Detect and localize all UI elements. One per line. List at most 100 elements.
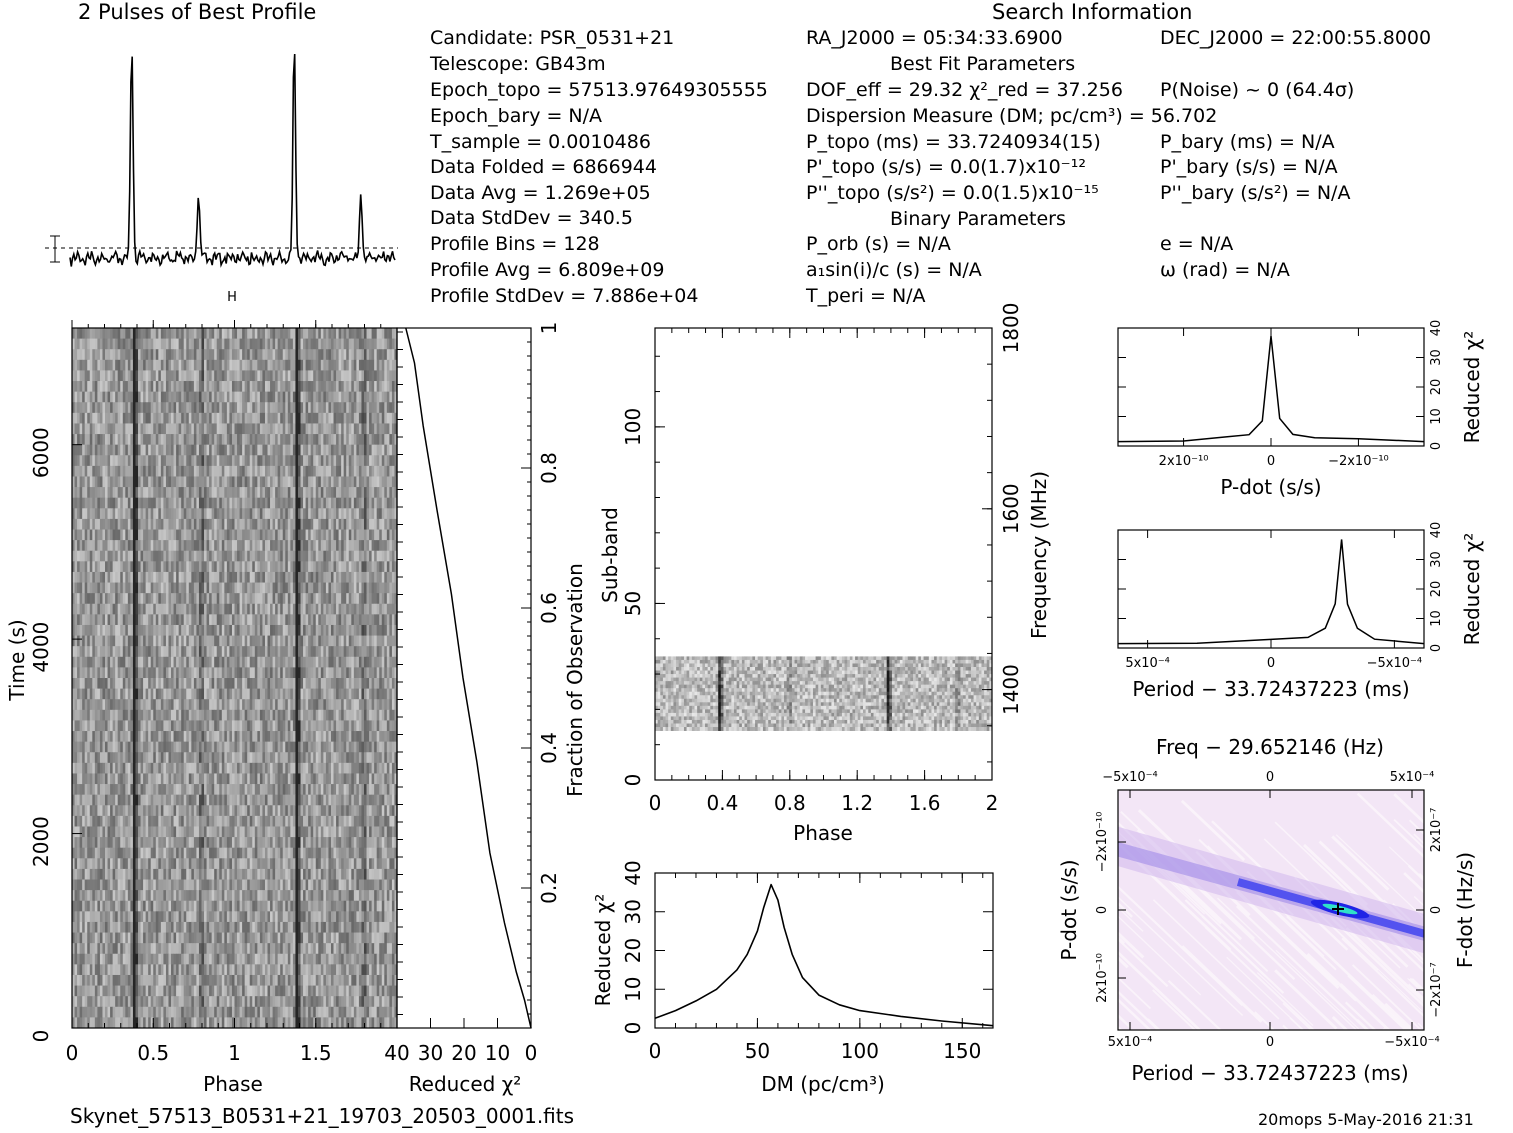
- col1-line: Profile Bins = 128: [430, 233, 600, 255]
- col3-line: P_bary (ms) = N/A: [1160, 131, 1335, 153]
- col2-line: P'_topo (s/s) = 0.0(1.7)x10⁻¹²: [806, 156, 1086, 178]
- y-axis-label: Fraction of Observation: [563, 563, 587, 797]
- x-tick-label: 0.4: [706, 791, 738, 815]
- x-tick-label: 2x10⁻¹⁰: [1159, 454, 1209, 469]
- col2-line: T_peri = N/A: [806, 285, 926, 307]
- x-axis-label: Reduced χ²: [409, 1072, 522, 1096]
- x-tick-label: 40: [384, 1041, 409, 1065]
- y-axis-label: Reduced χ²: [1460, 533, 1484, 646]
- col1-line: Telescope: GB43m: [430, 53, 606, 75]
- col2-line: a₁sin(i)/c (s) = N/A: [806, 259, 982, 281]
- col1-line: Epoch_topo = 57513.97649305555: [430, 79, 768, 101]
- x-axis-label: Period − 33.72437223 (ms): [1131, 1061, 1408, 1085]
- profile-title: 2 Pulses of Best Profile: [78, 0, 317, 24]
- y-axis-label: Reduced χ²: [1460, 331, 1484, 444]
- col3-line: e = N/A: [1160, 233, 1234, 255]
- x-tick-label: −5x10⁻⁴: [1367, 656, 1422, 671]
- x2-tick-label: 5x10⁻⁴: [1390, 770, 1435, 785]
- y-tick-label: 0: [29, 1030, 53, 1043]
- dm-line: [654, 883, 994, 1027]
- chi2-line: [405, 327, 532, 1029]
- x-tick-label: 50: [745, 1039, 770, 1063]
- y-tick-label: 20: [1429, 581, 1444, 598]
- y-tick-label: 30: [621, 899, 645, 924]
- y-tick-label: 0: [1429, 442, 1444, 450]
- col1-line: Data Avg = 1.269e+05: [430, 182, 651, 204]
- x2-tick-label: −5x10⁻⁴: [1102, 770, 1157, 785]
- y-tick-label: 0.8: [537, 452, 561, 484]
- x-tick-label: −5x10⁻⁴: [1384, 1035, 1439, 1050]
- x-tick-label: 0: [649, 1039, 662, 1063]
- y-tick-label: 10: [621, 977, 645, 1002]
- col2-line: RA_J2000 = 05:34:33.6900: [806, 27, 1063, 49]
- time-phase-heatmap: [72, 328, 398, 1029]
- profile-plot: [45, 53, 398, 268]
- col2-line: P''_topo (s/s²) = 0.0(1.5)x10⁻¹⁵: [806, 182, 1099, 204]
- y-tick-label: 0.2: [537, 872, 561, 904]
- col2-line: DOF_eff = 29.32 χ²_red = 37.256: [806, 79, 1123, 101]
- x-tick-label: 2: [986, 791, 999, 815]
- x-tick-label: 0: [1267, 454, 1275, 469]
- x-tick-label: 0: [1266, 1035, 1274, 1050]
- y-tick-label: 30: [1429, 551, 1444, 568]
- y-tick-label: 10: [1429, 408, 1444, 425]
- timestamp: 20mops 5-May-2016 21:31: [1258, 1110, 1474, 1129]
- y-tick-label: 1: [537, 322, 561, 335]
- x-tick-label: 0: [1267, 656, 1275, 671]
- period-pdot-heatmap: [1118, 790, 1424, 1030]
- period-frame: [1117, 529, 1425, 649]
- y2-tick-label: 1800: [999, 303, 1023, 354]
- y-tick-label: 0: [1095, 906, 1110, 914]
- y2-axis-label: F-dot (Hz/s): [1453, 852, 1477, 968]
- x-tick-label: 30: [418, 1041, 443, 1065]
- col2-line: P_topo (ms) = 33.7240934(15): [806, 131, 1101, 153]
- col1-line: T_sample = 0.0010486: [430, 131, 651, 153]
- y2-tick-label: 1600: [999, 483, 1023, 534]
- x-axis-label: DM (pc/cm³): [761, 1072, 885, 1096]
- col3-line: DEC_J2000 = 22:00:55.8000: [1160, 27, 1432, 49]
- y-axis-label: Sub-band: [598, 507, 622, 603]
- x-axis-label: P-dot (s/s): [1220, 475, 1321, 499]
- y-tick-label: 0: [1429, 644, 1444, 652]
- y2-tick-label: 0: [1429, 906, 1444, 914]
- y-tick-label: 10: [1429, 610, 1444, 627]
- dm-chi2-plot: [654, 883, 994, 1027]
- x-tick-label: 1.5: [300, 1041, 332, 1065]
- x-tick-label: 0.5: [137, 1041, 169, 1065]
- y-tick-label: 0: [621, 1022, 645, 1035]
- x-tick-label: 10: [485, 1041, 510, 1065]
- x-tick-label: 150: [943, 1039, 981, 1063]
- y-tick-label: 100: [621, 408, 645, 446]
- top-marker: H: [227, 290, 237, 305]
- pdot-frame: [1117, 327, 1425, 447]
- y-tick-label: 6000: [29, 427, 53, 478]
- x-tick-label: 20: [451, 1041, 476, 1065]
- y-tick-label: 20: [621, 938, 645, 963]
- y2-tick-label: 1400: [999, 664, 1023, 715]
- y-axis-label: P-dot (s/s): [1057, 859, 1081, 960]
- pdot-line: [1117, 336, 1425, 443]
- x-tick-label: −2x10⁻¹⁰: [1328, 454, 1389, 469]
- x-axis-label: Phase: [793, 821, 853, 845]
- y2-tick-label: −2x10⁻⁷: [1429, 962, 1444, 1017]
- col3-line: ω (rad) = N/A: [1160, 259, 1290, 281]
- y2-axis-label: Frequency (MHz): [1027, 471, 1051, 639]
- pdot-chi2-plot: [1117, 336, 1425, 443]
- col2-line: Dispersion Measure (DM; pc/cm³) = 56.702: [806, 105, 1218, 127]
- col2-line: P_orb (s) = N/A: [806, 233, 951, 255]
- y-tick-label: 40: [621, 860, 645, 885]
- x-tick-label: 0.8: [774, 791, 806, 815]
- y-tick-label: 20: [1429, 379, 1444, 396]
- y-tick-label: 0.6: [537, 592, 561, 624]
- best-fit-title: Best Fit Parameters: [890, 53, 1076, 75]
- x-tick-label: 0: [649, 791, 662, 815]
- col1-line: Data Folded = 6866944: [430, 156, 657, 178]
- col3-line: P'_bary (s/s) = N/A: [1160, 156, 1338, 178]
- profile-line: [69, 53, 396, 268]
- y-tick-label: 40: [1429, 522, 1444, 539]
- x-axis-label: Phase: [203, 1072, 263, 1096]
- x-tick-label: 5x10⁻⁴: [1108, 1035, 1153, 1050]
- y-axis-label: Time (s): [5, 619, 29, 701]
- binary-title: Binary Parameters: [890, 208, 1066, 230]
